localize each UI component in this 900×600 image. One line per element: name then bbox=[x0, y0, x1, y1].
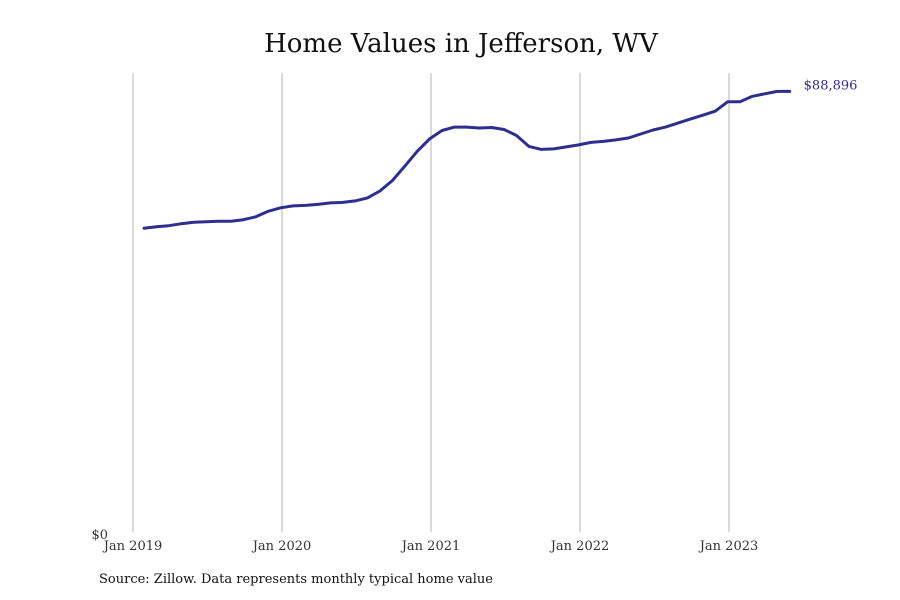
x-tick-label: Jan 2022 bbox=[549, 539, 610, 554]
series-layer bbox=[142, 89, 792, 230]
grid-lines bbox=[132, 73, 730, 532]
x-tick-label: Jan 2020 bbox=[251, 539, 312, 554]
source-note: Source: Zillow. Data represents monthly … bbox=[99, 572, 493, 587]
series-line bbox=[142, 89, 792, 230]
end-value-label: $88,896 bbox=[804, 78, 858, 93]
axis-labels: Jan 2019 Jan 2020 Jan 2021 Jan 2022 Jan 2023… bbox=[91, 78, 857, 554]
x-tick-label: Jan 2019 bbox=[102, 539, 163, 554]
x-tick-label: Jan 2021 bbox=[400, 539, 461, 554]
y-tick-label: $0 bbox=[91, 528, 108, 543]
chart-title: Home Values in Jefferson, WV bbox=[264, 29, 659, 59]
x-tick-label: Jan 2023 bbox=[698, 539, 759, 554]
